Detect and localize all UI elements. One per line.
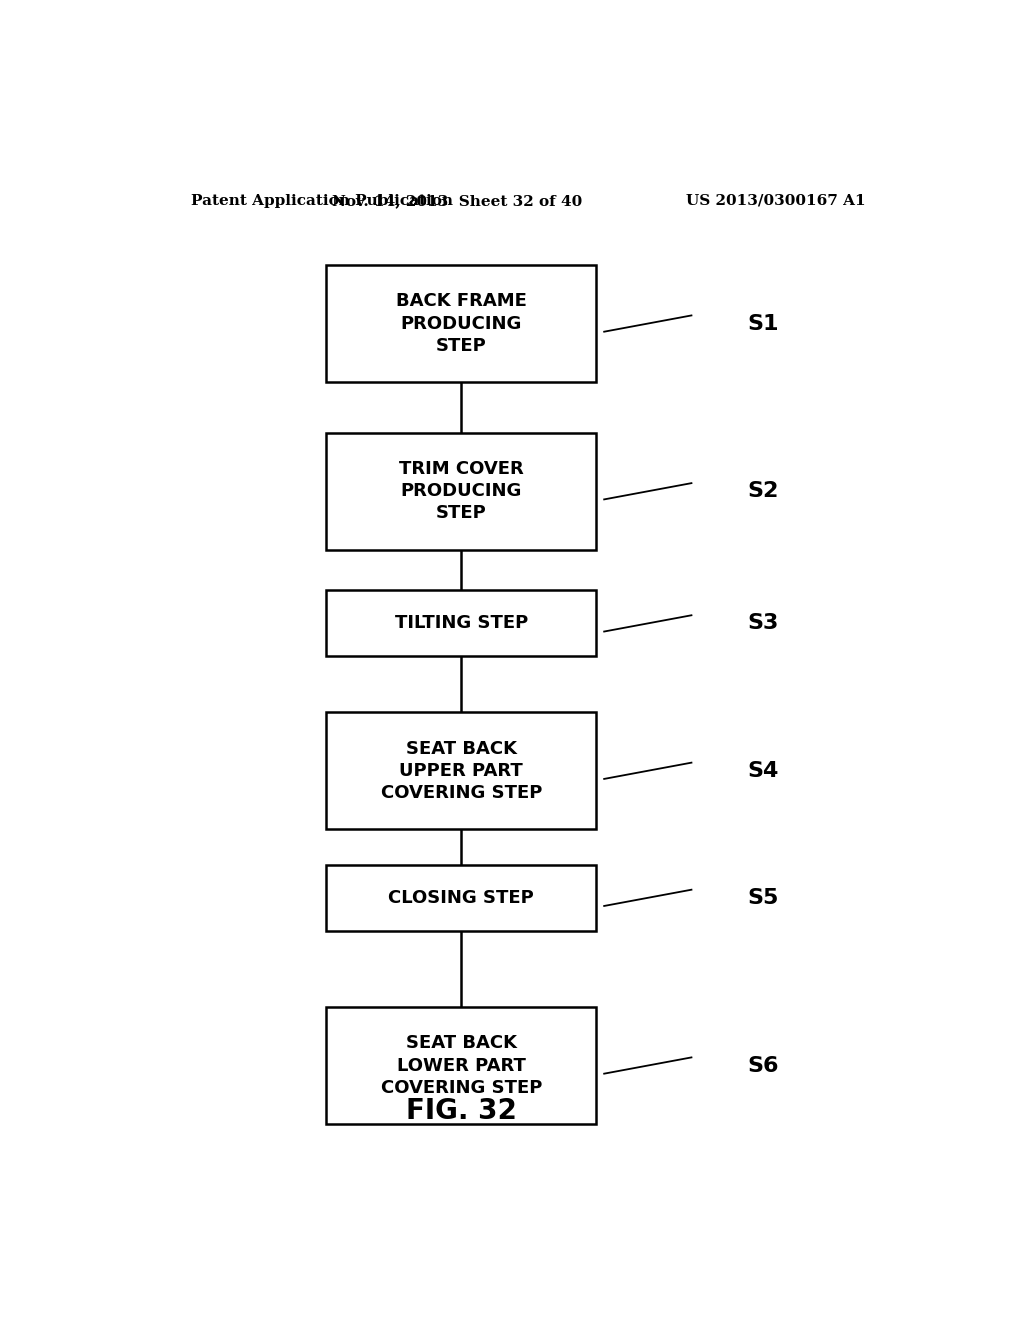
Bar: [327, 265, 596, 381]
Text: FIG. 32: FIG. 32: [406, 1097, 517, 1125]
Text: S5: S5: [748, 888, 778, 908]
Bar: [327, 590, 596, 656]
Bar: [327, 865, 596, 931]
Text: US 2013/0300167 A1: US 2013/0300167 A1: [686, 194, 866, 209]
Text: TILTING STEP: TILTING STEP: [394, 614, 528, 632]
Text: S3: S3: [748, 614, 778, 634]
Text: SEAT BACK
LOWER PART
COVERING STEP: SEAT BACK LOWER PART COVERING STEP: [381, 1035, 542, 1097]
Text: S2: S2: [748, 482, 778, 502]
Bar: [327, 713, 596, 829]
Bar: [327, 1007, 596, 1125]
Text: BACK FRAME
PRODUCING
STEP: BACK FRAME PRODUCING STEP: [396, 292, 526, 355]
Text: S6: S6: [748, 1056, 778, 1076]
Text: TRIM COVER
PRODUCING
STEP: TRIM COVER PRODUCING STEP: [399, 461, 523, 523]
Bar: [327, 433, 596, 549]
Text: CLOSING STEP: CLOSING STEP: [388, 888, 535, 907]
Text: S1: S1: [748, 314, 778, 334]
Text: Nov. 14, 2013  Sheet 32 of 40: Nov. 14, 2013 Sheet 32 of 40: [332, 194, 583, 209]
Text: S4: S4: [748, 760, 778, 781]
Text: SEAT BACK
UPPER PART
COVERING STEP: SEAT BACK UPPER PART COVERING STEP: [381, 739, 542, 803]
Text: Patent Application Publication: Patent Application Publication: [191, 194, 454, 209]
